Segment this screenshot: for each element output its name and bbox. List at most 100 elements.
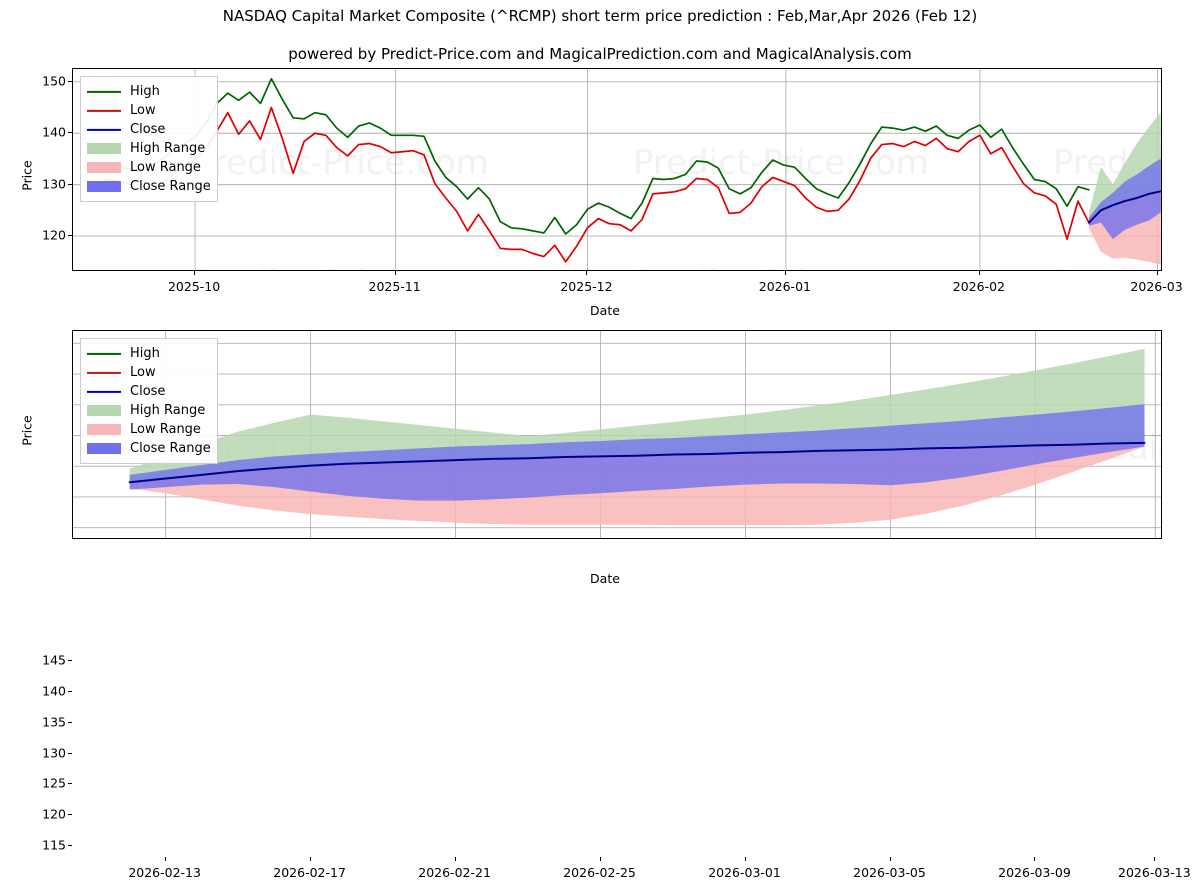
bottom-chart-panel: Price Date 115 120 125 130 135 140 145 2026-02… (0, 318, 1200, 880)
bottom-chart-legend-label: Low (130, 365, 156, 380)
top-chart-ytick-label: 140 (42, 124, 66, 140)
bottom-chart-xtick-mark (309, 857, 311, 861)
bottom-chart-xtick-label: 2026-02-17 (273, 865, 346, 880)
top-chart-legend-label: Close (130, 122, 166, 137)
bottom-chart-legend-swatch-patch-icon (87, 404, 121, 417)
top-chart-legend-swatch-line-icon (87, 123, 121, 136)
bottom-chart-ytick-label: 120 (42, 806, 66, 822)
bottom-chart-ytick-mark (68, 844, 72, 846)
top-chart-xtick-mark (394, 271, 396, 275)
bottom-chart-xtick-mark (1034, 857, 1036, 861)
top-chart-canvas: Predict-Price.com Predict-Price.com Predic… (73, 69, 1162, 271)
bottom-chart-ytick-label: 135 (42, 714, 66, 730)
bottom-chart-ytick-label: 115 (42, 837, 66, 853)
bottom-chart-xtick-mark (1154, 857, 1156, 861)
bottom-chart-legend-swatch-line-icon (87, 385, 121, 398)
bottom-chart-legend-label: High Range (130, 403, 206, 418)
top-chart-legend-swatch-patch-icon (87, 161, 121, 174)
bottom-chart-ytick-mark (68, 660, 72, 662)
bottom-chart-legend-item-high: High (87, 344, 209, 363)
bottom-chart-legend-label: Close (130, 384, 166, 399)
svg-text:Predict-Price.com: Predict-Price.com (1053, 263, 1162, 271)
bottom-chart-legend-item-close-range: Close Range (87, 439, 211, 458)
bottom-chart-legend-item-close: Close (87, 382, 209, 401)
bottom-chart-legend-swatch-patch-icon (87, 442, 121, 455)
bottom-chart-xtick-mark (889, 857, 891, 861)
bottom-chart-xtick-label: 2026-03-09 (998, 865, 1071, 880)
bottom-chart-legend-item-high-range: High Range (87, 401, 209, 420)
swatch-fill (87, 371, 121, 374)
bottom-chart-legend-label: Close Range (130, 441, 211, 456)
page-subtitle: powered by Predict-Price.com and Magical… (288, 45, 912, 63)
swatch-fill (87, 181, 121, 192)
bottom-chart-legend-label: High (130, 346, 160, 361)
bottom-chart-xtick-mark (454, 857, 456, 861)
bottom-chart-ylabel: Price (19, 415, 35, 446)
bottom-chart-ytick-label: 140 (42, 683, 66, 699)
top-chart-ytick-mark (68, 132, 72, 134)
bottom-chart-legend-swatch-line-icon (87, 366, 121, 379)
top-chart-xtick-label: 2026-01 (758, 279, 811, 294)
bottom-chart-xtick-mark (744, 857, 746, 861)
top-chart-panel: Price Date 120 130 140 150 2025-10 2025-11 20… (0, 0, 1200, 318)
top-chart-xtick-label: 2026-03 (1130, 279, 1183, 294)
bottom-chart-xtick-label: 2026-02-25 (563, 865, 636, 880)
top-chart-legend-label: Close Range (130, 179, 211, 194)
swatch-fill (87, 162, 121, 173)
bottom-chart-xtick-label: 2026-02-13 (128, 865, 201, 880)
bottom-chart-ytick-label: 145 (42, 652, 66, 668)
top-chart-legend-label: High Range (130, 141, 206, 156)
top-chart-legend-label: Low Range (130, 160, 201, 175)
bottom-chart-ytick-label: 125 (42, 775, 66, 791)
swatch-fill (87, 443, 121, 454)
svg-text:Predict-Price.com: Predict-Price.com (193, 263, 489, 271)
top-chart-xtick-label: 2026-02 (952, 279, 1005, 294)
top-chart-legend-swatch-patch-icon (87, 142, 121, 155)
top-chart-legend-item-high: High (87, 82, 209, 101)
top-chart-xtick-label: 2025-10 (167, 279, 221, 294)
bottom-chart-ytick-mark (68, 813, 72, 815)
bottom-chart-canvas: Predict-Price.comPredict-Price.comPredic… (73, 331, 1161, 538)
top-chart-xtick-mark (586, 271, 588, 275)
bottom-chart-ytick-mark (68, 752, 72, 754)
top-chart-xtick-label: 2025-12 (560, 279, 613, 294)
bottom-chart-legend-item-low: Low (87, 363, 209, 382)
swatch-fill (87, 143, 121, 154)
bottom-chart-legend-swatch-line-icon (87, 347, 121, 360)
bottom-chart-plot-area: Predict-Price.comPredict-Price.comPredic… (72, 330, 1162, 539)
bottom-chart-ytick-mark (68, 783, 72, 785)
swatch-fill (87, 109, 121, 112)
bottom-chart-xlabel: Date (590, 571, 620, 586)
top-chart-ytick-label: 150 (42, 73, 66, 89)
top-chart-legend-swatch-line-icon (87, 85, 121, 98)
top-chart-plot-area: Predict-Price.com Predict-Price.com Predic… (72, 68, 1162, 271)
svg-text:Predict-Price.com: Predict-Price.com (633, 263, 929, 271)
top-chart-ytick-label: 130 (42, 176, 66, 192)
top-chart-legend-swatch-line-icon (87, 104, 121, 117)
top-chart-xtick-label: 2025-11 (368, 279, 421, 294)
bottom-chart-xtick-label: 2026-03-05 (853, 865, 926, 880)
bottom-chart-ytick-mark (68, 691, 72, 693)
bottom-chart-ytick-mark (68, 721, 72, 723)
swatch-fill (87, 128, 121, 131)
top-chart-xlabel: Date (590, 303, 620, 318)
bottom-chart-xtick-mark (164, 857, 166, 861)
top-chart-xtick-mark (978, 271, 980, 275)
swatch-fill (87, 90, 121, 93)
top-chart-xtick-mark (784, 271, 786, 275)
bottom-chart-xtick-mark (599, 857, 601, 861)
top-chart-legend-item-high-range: High Range (87, 139, 209, 158)
top-chart-ytick-label: 120 (42, 227, 66, 243)
bottom-chart-ytick-label: 130 (42, 745, 66, 760)
page-title: NASDAQ Capital Market Composite (^RCMP) … (222, 7, 978, 25)
top-chart-ytick-mark (68, 235, 72, 237)
top-chart-ytick-mark (68, 183, 72, 185)
top-chart-legend-label: Low (130, 103, 156, 118)
swatch-fill (87, 352, 121, 355)
bottom-chart-legend-item-low-range: Low Range (87, 420, 209, 439)
top-chart-legend-label: High (130, 84, 160, 99)
swatch-fill (87, 390, 121, 393)
top-chart-legend-swatch-patch-icon (87, 180, 121, 193)
top-chart-xtick-mark (194, 271, 196, 275)
top-chart-xtick-mark (1156, 271, 1158, 275)
